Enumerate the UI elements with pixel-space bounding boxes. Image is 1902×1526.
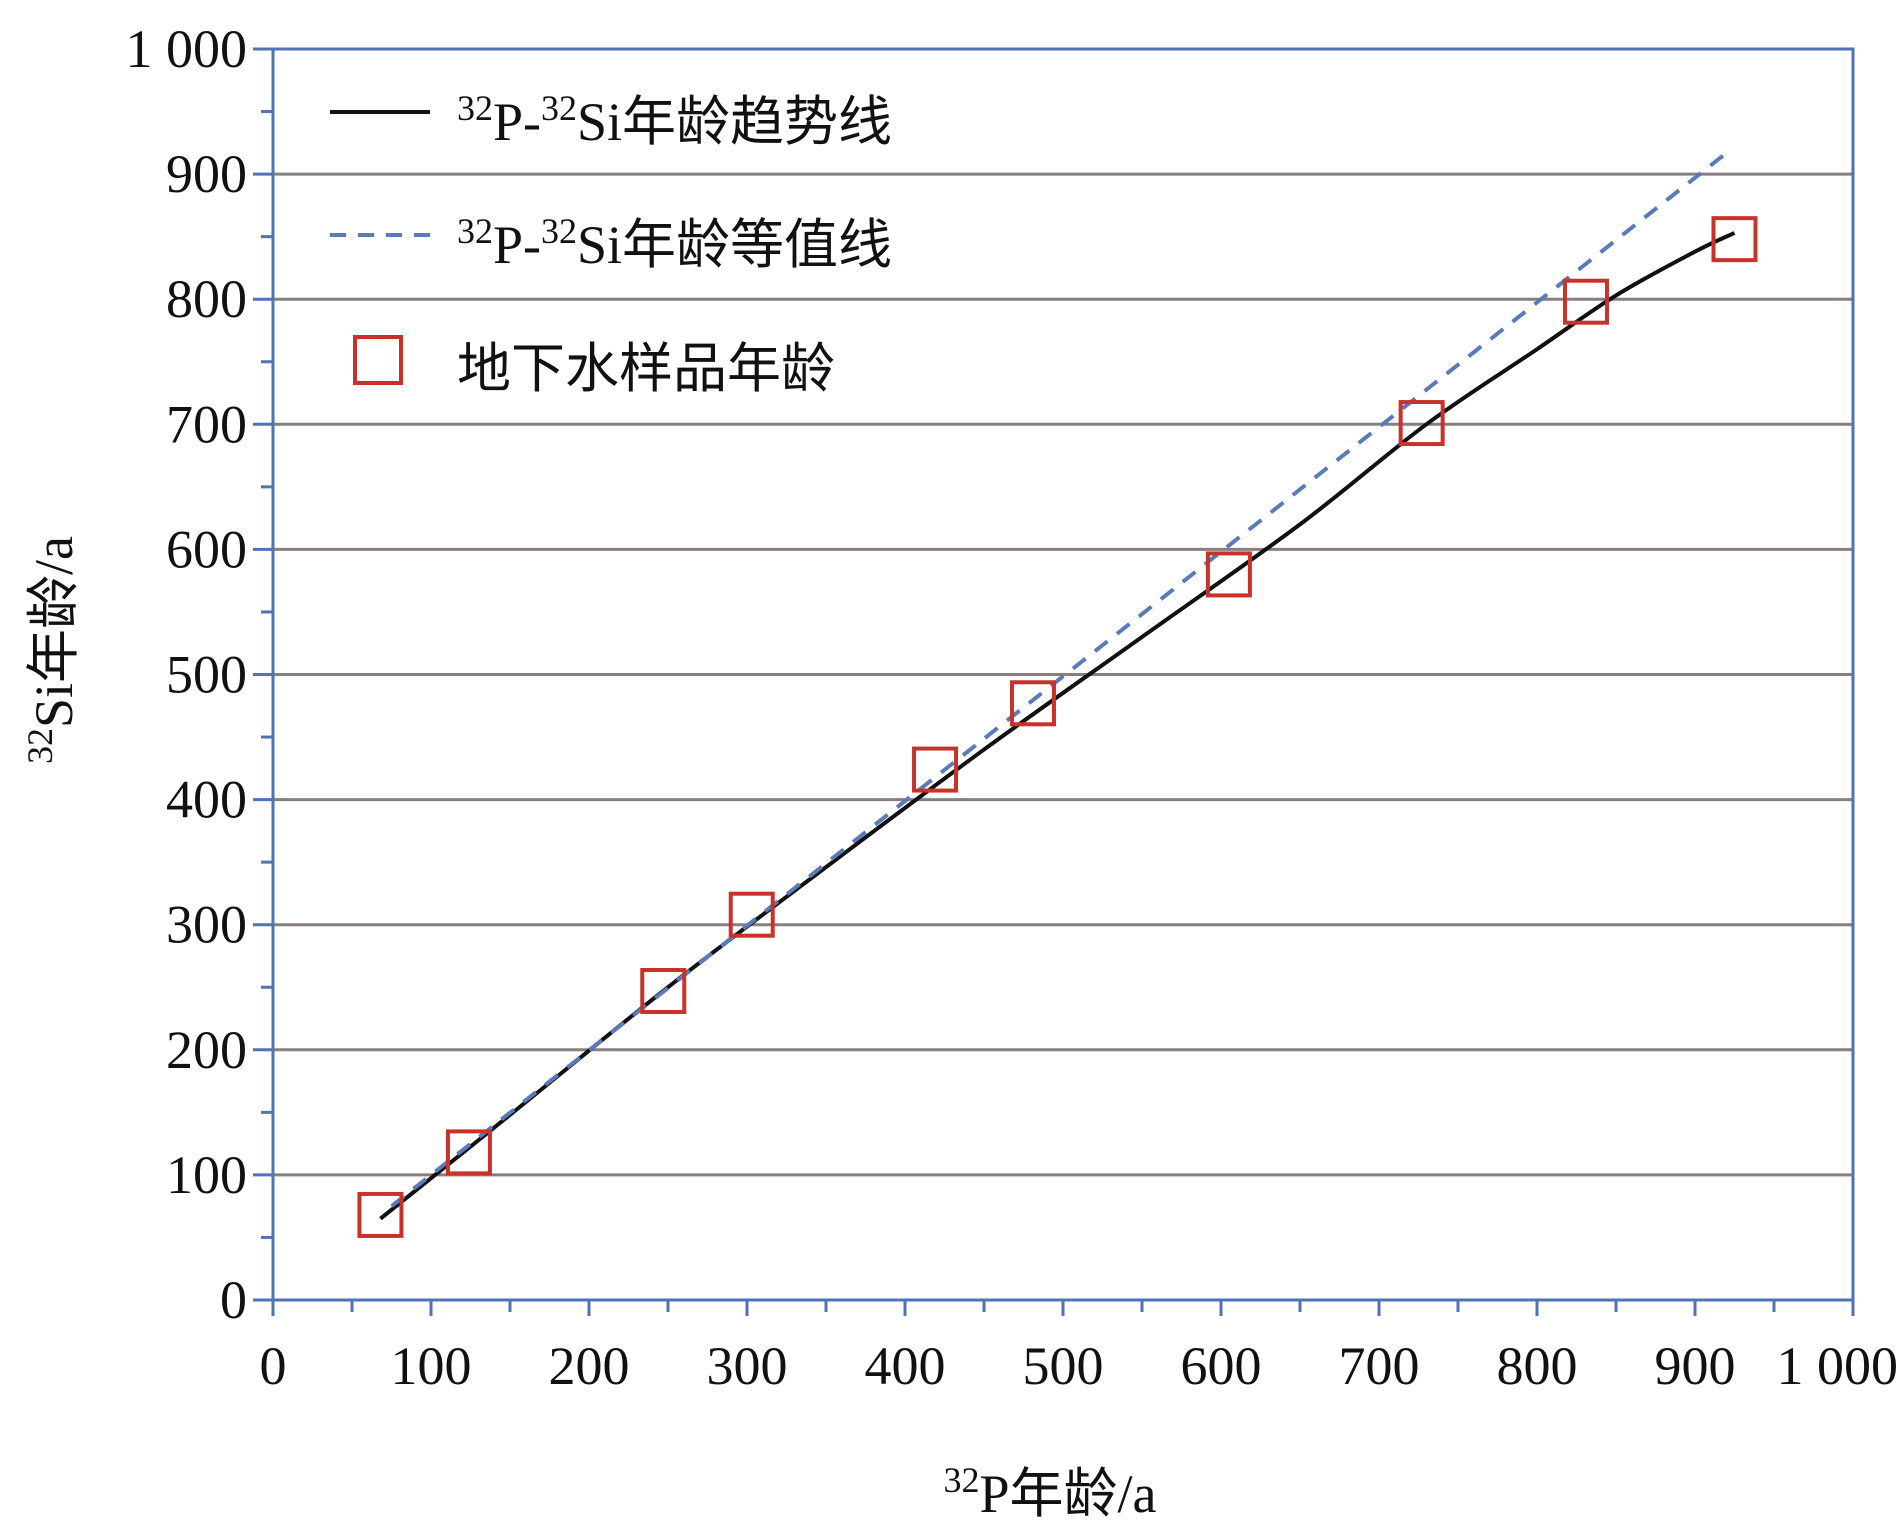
x-axis-title: 32P年龄/a (943, 1460, 1156, 1524)
x-tick-label: 1 000 (1777, 1336, 1899, 1396)
y-axis-title: 32Si年龄/a (20, 536, 84, 764)
y-tick-label: 100 (166, 1145, 247, 1205)
plot-series (357, 153, 1758, 1238)
grid-lines (273, 172, 1853, 1177)
sample-marker (357, 1191, 404, 1238)
legend-label: 地下水样品年龄 (457, 339, 835, 399)
y-tick-label: 200 (166, 1020, 247, 1080)
sample-marker (912, 746, 959, 793)
x-tick-label: 200 (549, 1336, 630, 1396)
legend-marker-swatch (353, 335, 403, 385)
y-tick-label: 500 (166, 645, 247, 705)
sample-marker (728, 891, 775, 938)
equal-age-line (390, 153, 1725, 1208)
y-tick-label: 600 (166, 519, 247, 579)
axes: 0 100 200 300 400 500 600 700 800 900 1 000 0 100 200… (126, 19, 1899, 1396)
y-tick-label: 400 (166, 770, 247, 830)
legend-label: 32P-32Si年龄等值线 (457, 211, 892, 275)
sample-marker (1562, 278, 1609, 325)
axis-labels: 32P年龄/a 32Si年龄/a (20, 536, 1157, 1524)
y-tick-label: 700 (166, 394, 247, 454)
y-tick-label: 800 (166, 269, 247, 329)
x-tick-label: 600 (1181, 1336, 1262, 1396)
y-tick-label: 1 000 (126, 19, 248, 79)
sample-marker (640, 968, 687, 1015)
x-tick-label: 500 (1023, 1336, 1104, 1396)
x-tick-label: 0 (260, 1336, 287, 1396)
y-tick-label: 900 (166, 144, 247, 204)
x-tick-label: 400 (865, 1336, 946, 1396)
sample-marker (1009, 680, 1056, 727)
sample-marker (445, 1129, 492, 1176)
x-tick-label: 800 (1497, 1336, 1578, 1396)
x-tick-label: 300 (707, 1336, 788, 1396)
legend-label: 32P-32Si年龄趋势线 (457, 88, 892, 152)
sample-marker (1711, 216, 1758, 263)
x-tick-label: 900 (1655, 1336, 1736, 1396)
x-tick-label: 100 (391, 1336, 472, 1396)
y-tick-label: 300 (166, 895, 247, 955)
sample-marker (1205, 551, 1252, 598)
y-tick-label: 0 (220, 1270, 247, 1330)
x-tick-label: 700 (1339, 1336, 1420, 1396)
sample-marker (1398, 400, 1445, 447)
